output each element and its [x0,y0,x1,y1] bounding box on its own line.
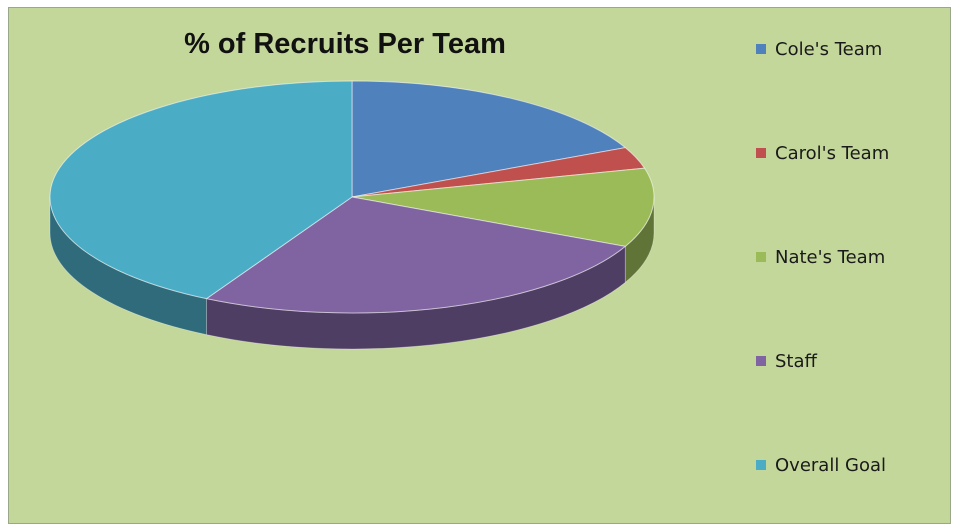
legend-swatch [756,148,766,158]
pie-slice-overall-goal [49,80,353,300]
legend-swatch [756,356,766,366]
legend-item-carol-s-team: Carol's Team [756,140,889,166]
legend-label: Nate's Team [775,246,886,268]
legend-swatch [756,252,766,262]
legend-swatch [756,44,766,54]
pie-slices [49,80,655,314]
pie-slice-nate-s-team [351,167,655,247]
legend-item-staff: Staff [756,348,817,374]
legend-item-overall-goal: Overall Goal [756,452,886,478]
legend-label: Cole's Team [775,38,883,60]
legend-item-cole-s-team: Cole's Team [756,36,882,62]
legend-label: Staff [775,350,817,372]
legend-label: Overall Goal [775,454,887,476]
legend-swatch [756,460,766,470]
chart-title: % of Recruits Per Team [184,28,506,60]
legend-label: Carol's Team [775,142,890,164]
legend-item-nate-s-team: Nate's Team [756,244,885,270]
pie-slice-cole-s-team [351,80,627,198]
